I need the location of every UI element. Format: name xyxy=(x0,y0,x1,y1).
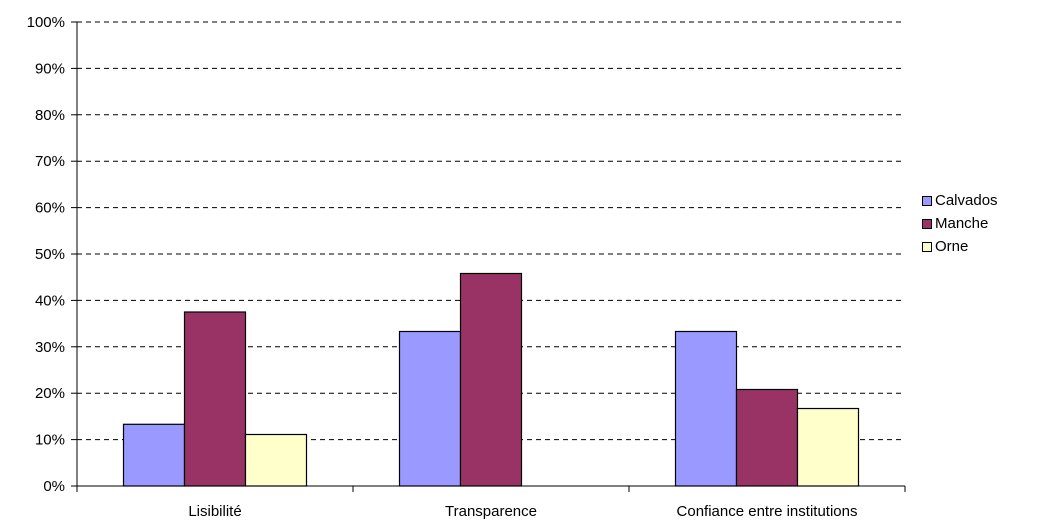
y-tick-label: 80% xyxy=(35,107,65,124)
bar-calvados xyxy=(122,423,186,487)
legend-swatch xyxy=(922,241,932,252)
y-tick-label: 30% xyxy=(35,339,65,356)
bar-manche xyxy=(735,388,799,487)
y-tick-label: 70% xyxy=(35,153,65,170)
legend-item: Orne xyxy=(922,235,998,258)
legend-label: Manche xyxy=(935,215,989,232)
legend-label: Calvados xyxy=(935,192,998,209)
bar-orne xyxy=(244,433,308,487)
y-tick-label: 10% xyxy=(35,432,65,449)
bar-calvados xyxy=(398,330,462,487)
x-tick-label: Confiance entre institutions xyxy=(677,503,858,520)
bar-manche xyxy=(183,311,247,487)
legend-swatch xyxy=(922,195,932,206)
x-tick-label: Transparence xyxy=(445,503,537,520)
bar-manche xyxy=(459,272,523,487)
y-tick-label: 60% xyxy=(35,200,65,217)
y-tick-label: 20% xyxy=(35,385,65,402)
y-tick-label: 100% xyxy=(27,14,65,31)
legend: Calvados Manche Orne xyxy=(922,189,998,258)
y-tick-label: 40% xyxy=(35,292,65,309)
legend-item: Calvados xyxy=(922,189,998,212)
y-tick-label: 90% xyxy=(35,60,65,77)
bar-calvados xyxy=(674,330,738,487)
x-tick-label: Lisibilité xyxy=(188,503,241,520)
y-tick-label: 50% xyxy=(35,246,65,263)
legend-label: Orne xyxy=(935,238,969,255)
legend-item: Manche xyxy=(922,212,998,235)
bar-orne xyxy=(796,407,860,487)
y-tick-label: 0% xyxy=(43,478,65,495)
legend-swatch xyxy=(922,218,932,229)
